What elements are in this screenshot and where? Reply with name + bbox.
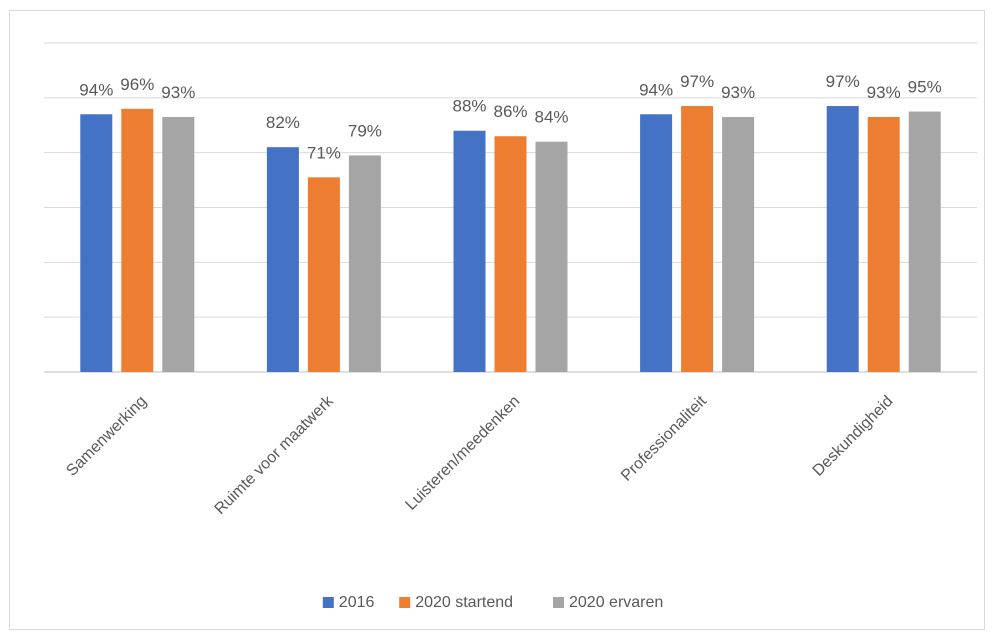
data-label-2016-deskundigheid: 97%	[826, 72, 860, 91]
data-label-2020-ervaren-deskundigheid: 95%	[908, 78, 942, 97]
bar-2020-startend-professionaliteit	[681, 106, 714, 372]
data-label-2020-startend-professionaliteit: 97%	[680, 72, 714, 91]
tick-label-samenwerking: Samenwerking	[63, 393, 150, 480]
bar-2016-samenwerking	[80, 114, 113, 373]
data-labels: 94% 96% 93% 82% 71% 79% 88% 86% 84% 94% 97% 93% 97% 9…	[79, 72, 941, 162]
bar-2020-startend-ruimte-voor-maatwerk	[307, 177, 340, 372]
legend: 2016 2020 startend 2020 ervaren	[322, 594, 663, 611]
data-label-2020-startend-samenwerking: 96%	[120, 75, 154, 94]
bar-2020-ervaren-professionaliteit	[722, 117, 755, 373]
legend-swatch-2020-ervaren	[553, 597, 564, 608]
data-label-2020-ervaren-luisteren-meedenken: 84%	[534, 108, 568, 127]
data-label-2020-ervaren-professionaliteit: 93%	[721, 83, 755, 102]
bar-2016-deskundigheid	[826, 106, 859, 372]
data-label-2016-luisteren-meedenken: 88%	[452, 97, 486, 116]
tick-label-luisteren-meedenken: Luisteren/meedenken	[402, 393, 523, 514]
legend-label-2016: 2016	[339, 594, 375, 611]
legend-label-2020-ervaren: 2020 ervaren	[569, 594, 663, 611]
data-label-2020-startend-deskundigheid: 93%	[867, 83, 901, 102]
data-label-2020-ervaren-samenwerking: 93%	[161, 83, 195, 102]
bar-2016-luisteren-meedenken	[453, 130, 486, 372]
legend-swatch-2020-startend	[399, 597, 411, 608]
bars	[80, 106, 941, 373]
tick-label-professionaliteit: Professionaliteit	[618, 392, 710, 484]
bar-2020-ervaren-luisteren-meedenken	[535, 141, 568, 372]
data-label-2020-ervaren-ruimte-voor-maatwerk: 79%	[348, 121, 382, 140]
data-label-2020-startend-luisteren-meedenken: 86%	[493, 102, 527, 121]
bar-2016-ruimte-voor-maatwerk	[266, 147, 299, 372]
data-label-2016-professionaliteit: 94%	[639, 80, 673, 99]
bar-2020-ervaren-ruimte-voor-maatwerk	[348, 155, 381, 372]
bar-2020-startend-luisteren-meedenken	[494, 136, 527, 372]
data-label-2016-ruimte-voor-maatwerk: 82%	[266, 113, 300, 132]
category-tick-labels: Samenwerking Ruimte voor maatwerk Luistere…	[63, 392, 896, 518]
bar-2020-startend-deskundigheid	[867, 117, 900, 373]
bar-2020-ervaren-deskundigheid	[908, 111, 941, 373]
bar-2020-ervaren-samenwerking	[162, 117, 195, 373]
bar-2016-professionaliteit	[640, 114, 673, 373]
legend-swatch-2016	[322, 597, 334, 608]
data-label-2020-startend-ruimte-voor-maatwerk: 71%	[307, 143, 341, 162]
data-label-2016-samenwerking: 94%	[79, 80, 113, 99]
tick-label-ruimte-voor-maatwerk: Ruimte voor maatwerk	[212, 392, 338, 518]
tick-label-deskundigheid: Deskundigheid	[810, 393, 897, 480]
bar-2020-startend-samenwerking	[121, 108, 154, 373]
legend-label-2020-startend: 2020 startend	[415, 594, 513, 611]
